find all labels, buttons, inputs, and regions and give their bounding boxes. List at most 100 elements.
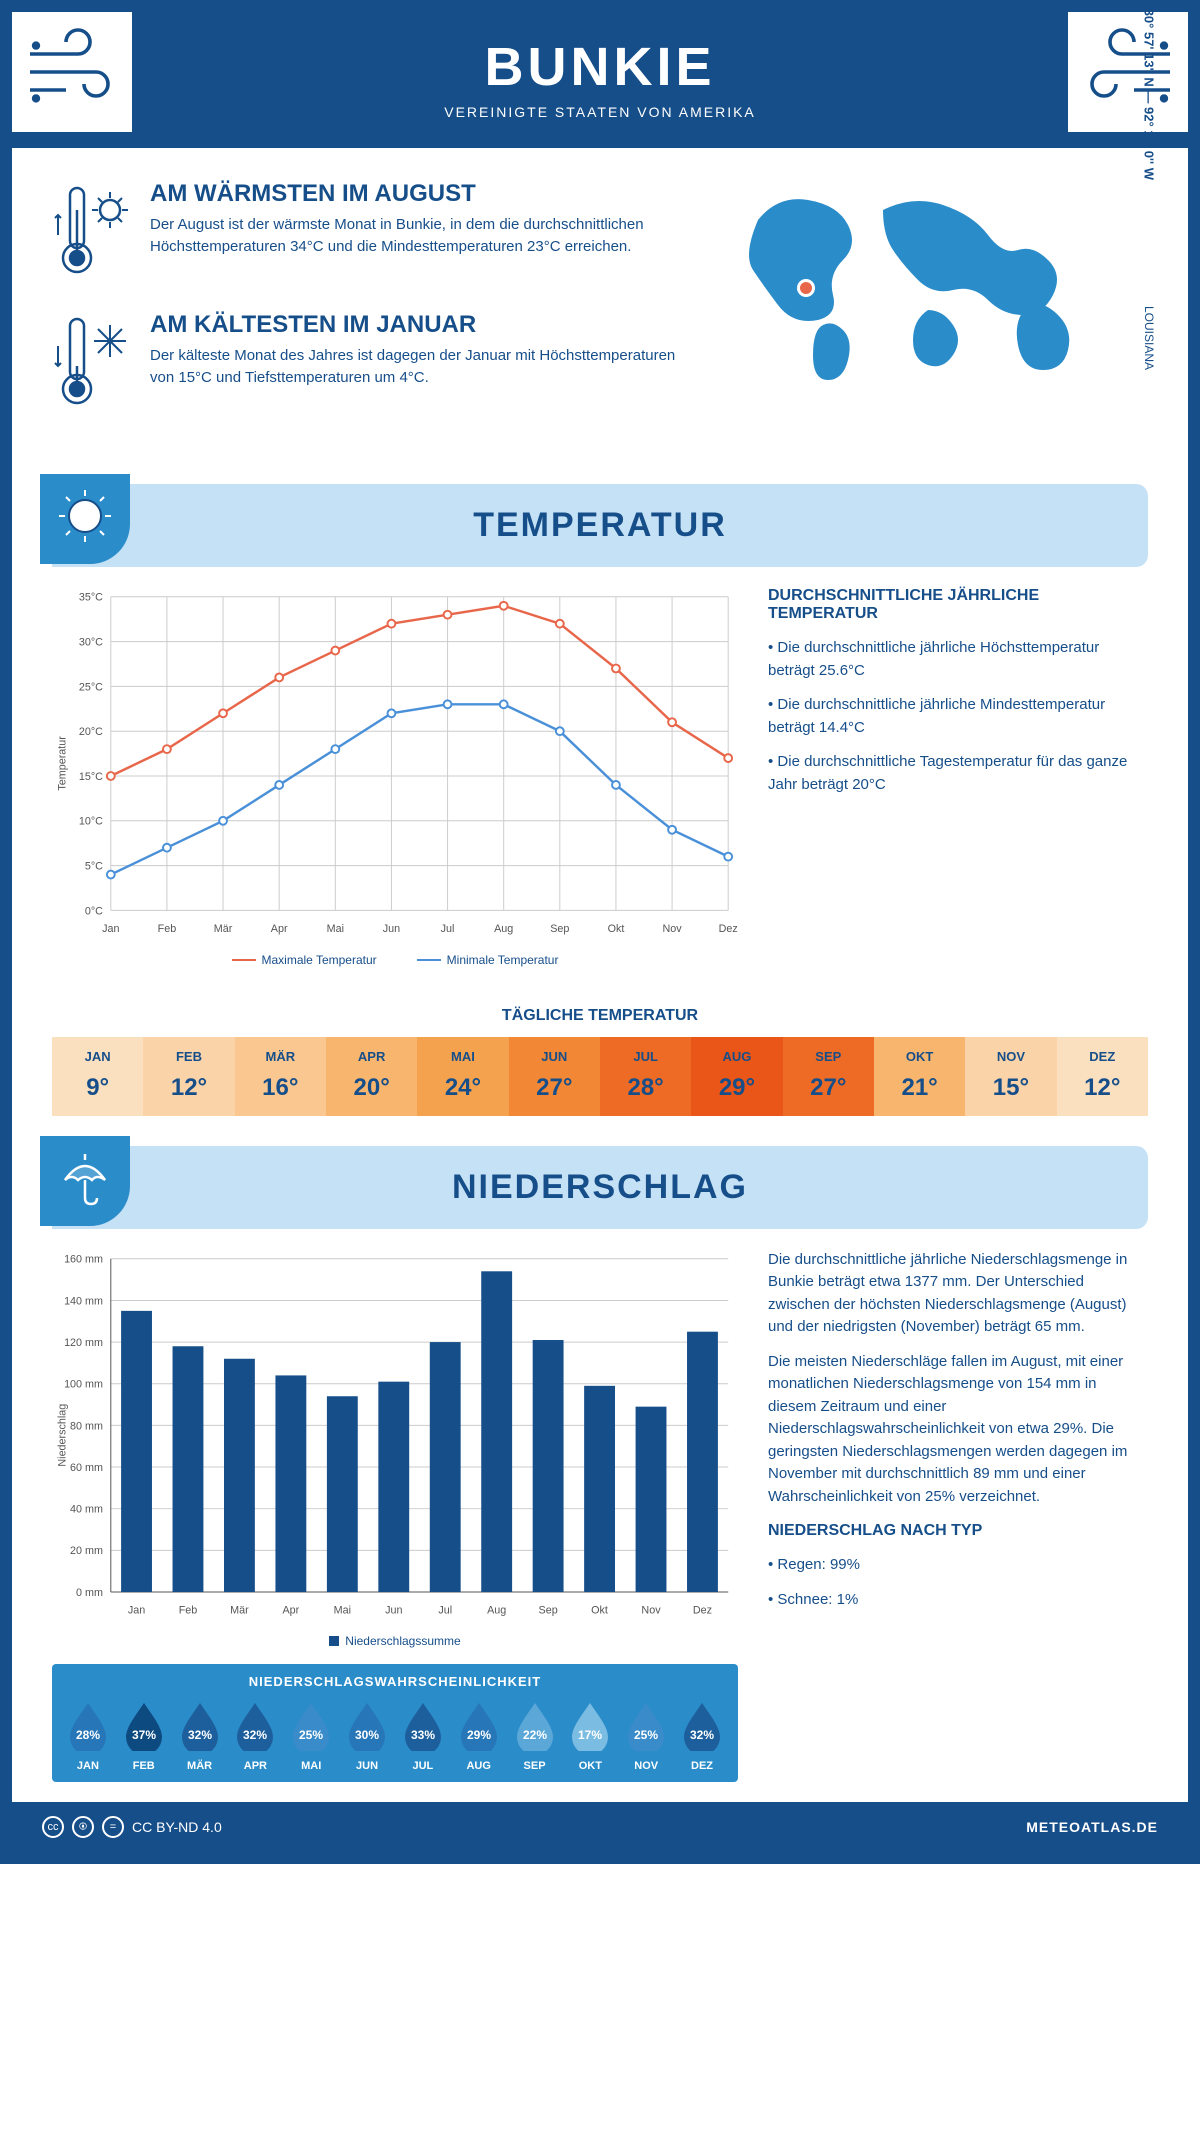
svg-text:Nov: Nov	[662, 923, 682, 935]
svg-text:20 mm: 20 mm	[70, 1545, 103, 1557]
heatmap-cell: MAI24°	[417, 1037, 508, 1116]
rain-chart-legend: Niederschlagssumme	[52, 1634, 738, 1648]
svg-text:28%: 28%	[76, 1728, 100, 1742]
svg-text:5°C: 5°C	[85, 861, 103, 873]
svg-text:25%: 25%	[299, 1728, 323, 1742]
daily-temp-heatmap: JAN9°FEB12°MÄR16°APR20°MAI24°JUN27°JUL28…	[52, 1037, 1148, 1116]
by-icon: 🅯	[72, 1816, 94, 1838]
heatmap-cell: MÄR16°	[235, 1037, 326, 1116]
heatmap-cell: NOV15°	[965, 1037, 1056, 1116]
wind-icon	[12, 12, 132, 132]
rain-bar-chart: 0 mm20 mm40 mm60 mm80 mm100 mm120 mm140 …	[52, 1249, 738, 1621]
coldest-fact: AM KÄLTESTEN IM JANUAR Der kälteste Mona…	[52, 311, 698, 416]
svg-text:32%: 32%	[243, 1728, 267, 1742]
intro-section: AM WÄRMSTEN IM AUGUST Der August ist der…	[12, 148, 1188, 474]
temperature-line-chart: 0°C5°C10°C15°C20°C25°C30°C35°CJanFebMärA…	[52, 587, 738, 940]
state-label: LOUISIANA	[1142, 306, 1156, 370]
map-sidebar: 30° 57' 13'' N — 92° 11' 0'' W LOUISIANA	[728, 180, 1148, 442]
fact-text: Der August ist der wärmste Monat in Bunk…	[150, 214, 698, 258]
temperature-section-title: TEMPERATUR	[52, 484, 1148, 567]
temp-summary-text: DURCHSCHNITTLICHE JÄHRLICHE TEMPERATUR •…	[768, 587, 1148, 967]
rain-probability-box: NIEDERSCHLAGSWAHRSCHEINLICHKEIT 28%JAN37…	[52, 1664, 738, 1782]
svg-text:Apr: Apr	[271, 923, 288, 935]
svg-text:Dez: Dez	[693, 1604, 712, 1616]
site-name: METEOATLAS.DE	[1026, 1819, 1158, 1835]
svg-text:30°C: 30°C	[79, 637, 103, 649]
rain-drop: 25%MAI	[289, 1699, 333, 1772]
svg-text:Jul: Jul	[438, 1604, 452, 1616]
svg-text:Apr: Apr	[282, 1604, 299, 1616]
temp-chart-legend: Maximale Temperatur Minimale Temperatur	[52, 953, 738, 967]
svg-text:25°C: 25°C	[79, 681, 103, 693]
svg-text:30%: 30%	[355, 1728, 379, 1742]
rain-chart-row: 0 mm20 mm40 mm60 mm80 mm100 mm120 mm140 …	[12, 1249, 1188, 1802]
svg-text:160 mm: 160 mm	[64, 1254, 103, 1266]
fact-title: AM WÄRMSTEN IM AUGUST	[150, 180, 698, 208]
heatmap-cell: JUN27°	[509, 1037, 600, 1116]
svg-text:Jul: Jul	[441, 923, 455, 935]
rain-summary-text: Die durchschnittliche jährliche Niedersc…	[768, 1249, 1148, 1782]
heatmap-cell: SEP27°	[783, 1037, 874, 1116]
svg-text:Nov: Nov	[641, 1604, 661, 1616]
svg-text:Mär: Mär	[214, 923, 233, 935]
rain-drop: 22%SEP	[513, 1699, 557, 1772]
svg-text:100 mm: 100 mm	[64, 1378, 103, 1390]
fact-text: Der kälteste Monat des Jahres ist dagege…	[150, 345, 698, 389]
svg-text:Mär: Mär	[230, 1604, 249, 1616]
svg-text:Mai: Mai	[327, 923, 344, 935]
infographic-card: BUNKIE VEREINIGTE STAATEN VON AMERIKA AM…	[0, 0, 1200, 1864]
fact-title: AM KÄLTESTEN IM JANUAR	[150, 311, 698, 339]
svg-text:Aug: Aug	[487, 1604, 506, 1616]
svg-text:Aug: Aug	[494, 923, 513, 935]
svg-text:15°C: 15°C	[79, 771, 103, 783]
thermometer-snow-icon	[52, 311, 132, 416]
rain-drop: 25%NOV	[624, 1699, 668, 1772]
umbrella-icon	[40, 1136, 130, 1226]
svg-text:Jan: Jan	[128, 1604, 145, 1616]
heatmap-cell: OKT21°	[874, 1037, 965, 1116]
svg-text:60 mm: 60 mm	[70, 1462, 103, 1474]
daily-temp-title: TÄGLICHE TEMPERATUR	[12, 1007, 1188, 1025]
svg-text:33%: 33%	[411, 1728, 435, 1742]
svg-text:Feb: Feb	[158, 923, 177, 935]
svg-text:120 mm: 120 mm	[64, 1337, 103, 1349]
nd-icon: =	[102, 1816, 124, 1838]
svg-text:Sep: Sep	[539, 1604, 558, 1616]
city-title: BUNKIE	[32, 36, 1168, 98]
svg-text:32%: 32%	[188, 1728, 212, 1742]
footer: cc 🅯 = CC BY-ND 4.0 METEOATLAS.DE	[12, 1802, 1188, 1852]
header: BUNKIE VEREINIGTE STAATEN VON AMERIKA	[12, 12, 1188, 148]
svg-text:10°C: 10°C	[79, 816, 103, 828]
svg-text:Okt: Okt	[591, 1604, 608, 1616]
thermometer-sun-icon	[52, 180, 132, 285]
heatmap-cell: JUL28°	[600, 1037, 691, 1116]
rain-drop: 28%JAN	[66, 1699, 110, 1772]
svg-text:Feb: Feb	[179, 1604, 198, 1616]
svg-text:37%: 37%	[132, 1728, 156, 1742]
sun-icon	[40, 474, 130, 564]
svg-text:Mai: Mai	[334, 1604, 351, 1616]
heatmap-cell: JAN9°	[52, 1037, 143, 1116]
svg-text:Okt: Okt	[608, 923, 625, 935]
svg-text:20°C: 20°C	[79, 726, 103, 738]
svg-text:22%: 22%	[523, 1728, 547, 1742]
temperature-chart-row: 0°C5°C10°C15°C20°C25°C30°C35°CJanFebMärA…	[12, 587, 1188, 987]
svg-text:Dez: Dez	[719, 923, 738, 935]
svg-text:35°C: 35°C	[79, 592, 103, 604]
wind-icon	[1068, 12, 1188, 132]
svg-text:Temperatur: Temperatur	[57, 736, 69, 791]
svg-text:0 mm: 0 mm	[76, 1587, 103, 1599]
svg-text:Jun: Jun	[383, 923, 400, 935]
rain-drop: 30%JUN	[345, 1699, 389, 1772]
rain-drop: 32%APR	[233, 1699, 277, 1772]
svg-text:Jun: Jun	[385, 1604, 402, 1616]
warmest-fact: AM WÄRMSTEN IM AUGUST Der August ist der…	[52, 180, 698, 285]
svg-text:Jan: Jan	[102, 923, 119, 935]
rain-section-title: NIEDERSCHLAG	[52, 1146, 1148, 1229]
heatmap-cell: AUG29°	[691, 1037, 782, 1116]
heatmap-cell: DEZ12°	[1057, 1037, 1148, 1116]
svg-text:40 mm: 40 mm	[70, 1503, 103, 1515]
license-block: cc 🅯 = CC BY-ND 4.0	[42, 1816, 222, 1838]
svg-text:140 mm: 140 mm	[64, 1295, 103, 1307]
heatmap-cell: FEB12°	[143, 1037, 234, 1116]
